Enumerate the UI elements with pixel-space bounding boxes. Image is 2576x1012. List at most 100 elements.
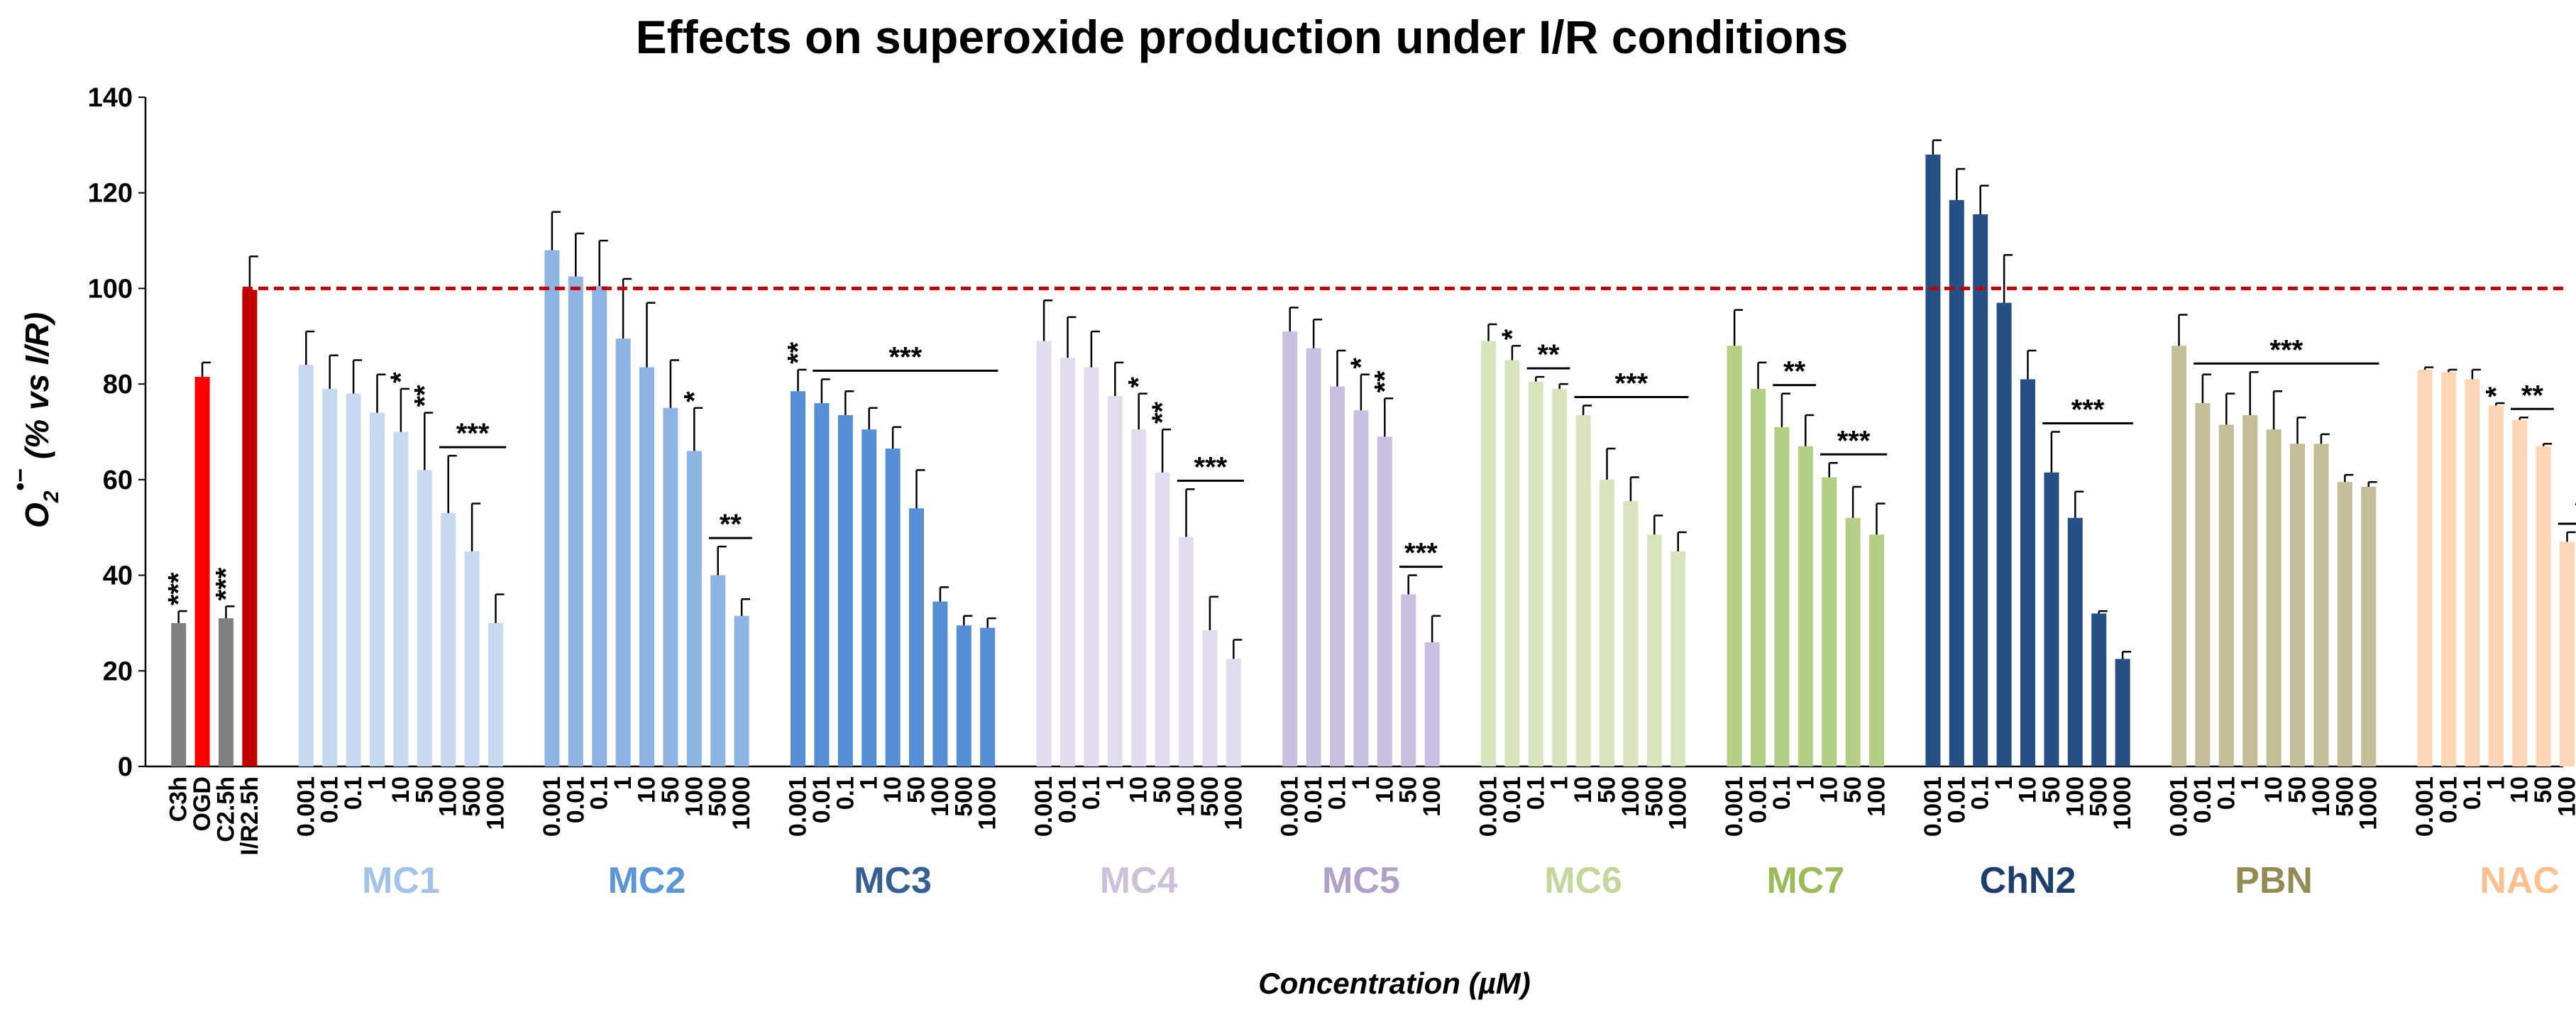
x-tick-label: 10 [634, 776, 661, 803]
x-tick-label: 0.001 [1475, 776, 1502, 837]
significance-bracket-label: *** [2071, 395, 2105, 426]
x-tick-label: 50 [657, 776, 684, 803]
x-tick-label: 1000 [974, 776, 1001, 830]
bar-MC3-0.1 [837, 414, 853, 766]
x-tick-label: 0.1 [832, 776, 859, 810]
bar-MC1-0.01 [322, 388, 338, 766]
x-tick-label: 1 [1546, 776, 1573, 790]
bar-MC6-50 [1600, 479, 1614, 766]
y-axis-label: O2 •− (% vs I/R) [7, 312, 63, 528]
x-tick-label: 100 [1419, 776, 1446, 817]
x-tick-label: 500 [950, 776, 977, 817]
y-tick-label: 60 [103, 466, 133, 495]
x-tick-label: 100 [2554, 776, 2576, 817]
bar-ChN2-10 [2020, 379, 2035, 766]
bar-MC5-0.1 [1330, 386, 1345, 766]
x-tick-label: 0.001 [2411, 776, 2438, 837]
significance-marker: * [1345, 358, 1377, 369]
x-tick-label: 1 [1101, 776, 1128, 790]
x-tick-label: 0.01 [2435, 776, 2462, 823]
bar-MC6-0.1 [1528, 381, 1543, 766]
x-tick-label: 0.01 [808, 776, 835, 823]
x-tick-label: 10 [2015, 776, 2042, 803]
bar-MC1-100 [441, 513, 456, 766]
x-tick-label: 1000 [1665, 776, 1692, 830]
x-tick-label: 0.1 [1768, 776, 1795, 810]
y-tick-label: 80 [103, 370, 133, 400]
x-tick-label: 0.01 [2189, 776, 2216, 823]
x-tick-label: 50 [1395, 776, 1422, 803]
group-label-MC3: MC3 [854, 860, 932, 901]
bar-MC1-10 [393, 431, 409, 766]
bar-MC4-500 [1202, 630, 1218, 766]
bar-NAC-0.01 [2441, 372, 2456, 766]
bar-ChN2-1000 [2115, 659, 2130, 766]
x-tick-label: 0.01 [1943, 776, 1970, 823]
x-tick-label: 0.1 [2459, 776, 2486, 810]
bar-ChN2-1 [1996, 302, 2012, 766]
bar-MC1-50 [417, 470, 432, 766]
significance-bracket-label: *** [1615, 368, 1648, 399]
bar-ChN2-500 [2091, 613, 2107, 766]
bar-MC2-100 [686, 451, 702, 766]
bar-NAC-1 [2488, 405, 2504, 766]
bar-MC1-500 [464, 551, 480, 766]
bar-PBN-1 [2242, 414, 2258, 766]
group-label-MC7: MC7 [1766, 860, 1844, 901]
bar-control-OGD [194, 377, 210, 766]
y-tick-label: 120 [88, 179, 133, 209]
bar-MC5-100 [1424, 642, 1440, 766]
x-tick-label: 0.001 [292, 776, 319, 837]
x-tick-label: 0.1 [586, 776, 613, 810]
x-tick-label: 100 [435, 776, 462, 817]
bar-control-C2.5h [219, 618, 233, 766]
x-tick-label: 0.001 [1277, 776, 1304, 837]
x-tick-label: 10 [2506, 776, 2533, 803]
bar-MC3-50 [909, 508, 924, 766]
bar-MC6-1 [1552, 388, 1568, 766]
x-tick-label: 0.001 [1920, 776, 1947, 837]
bar-MC1-1 [370, 412, 385, 766]
significance-marker: ** [1369, 370, 1400, 393]
bar-ChN2-0.1 [1973, 214, 1988, 766]
x-tick-label: 100 [681, 776, 708, 817]
x-tick-label: 1 [1991, 776, 2018, 790]
significance-marker: ** [409, 385, 440, 407]
bar-ChN2-100 [2067, 517, 2083, 766]
bar-MC7-1 [1798, 446, 1813, 766]
x-tick-label: 500 [1196, 776, 1223, 817]
significance-marker: * [1497, 329, 1528, 340]
x-tick-label: 0.01 [1745, 776, 1772, 823]
bar-MC6-500 [1646, 534, 1662, 766]
x-tick-label: 0.01 [1055, 776, 1081, 823]
x-tick-label: 500 [2086, 776, 2113, 817]
bar-MC2-0.01 [568, 276, 583, 766]
group-label-MC2: MC2 [608, 860, 686, 901]
x-tick-label: 0.1 [1324, 776, 1351, 810]
bar-ChN2-0.01 [1949, 199, 1964, 766]
x-tick-label: 100 [1864, 776, 1890, 817]
group-label-MC1: MC1 [362, 860, 440, 901]
group-label-MC5: MC5 [1322, 860, 1400, 901]
x-tick-label: 10 [1816, 776, 1843, 803]
bar-MC7-0.1 [1774, 427, 1790, 766]
bar-MC3-100 [932, 601, 948, 766]
bar-MC2-1 [615, 339, 631, 766]
bar-PBN-0.01 [2195, 403, 2211, 766]
significance-bracket-label: *** [2269, 334, 2303, 365]
significance-marker: * [2480, 386, 2511, 397]
bar-PBN-50 [2290, 444, 2305, 766]
bar-MC2-0.1 [592, 286, 607, 767]
x-tick-label: 100 [1173, 776, 1200, 817]
significance-bracket-label: *** [1404, 538, 1438, 569]
x-tick-label: C3h [165, 776, 192, 822]
bar-PBN-0.001 [2172, 346, 2186, 766]
significance-bracket-label: *** [888, 341, 922, 373]
x-tick-label: 500 [705, 776, 732, 817]
y-axis-label-main: O [18, 502, 55, 528]
bar-control-C3h [171, 622, 187, 766]
bar-ChN2-50 [2044, 472, 2059, 766]
bar-MC2-10 [639, 367, 654, 766]
bar-MC3-10 [885, 449, 901, 766]
